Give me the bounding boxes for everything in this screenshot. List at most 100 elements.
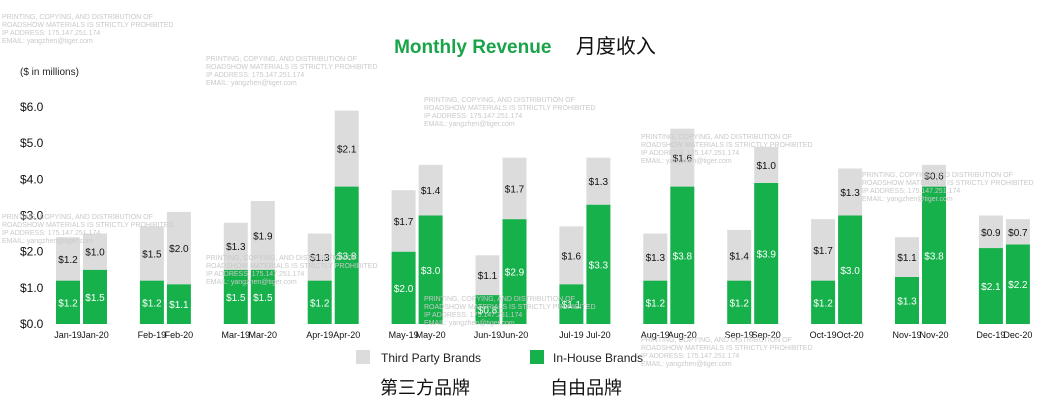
legend-label-third-party-cn: 第三方品牌: [380, 378, 470, 399]
bar-inhouse: [250, 269, 275, 324]
bar-third-party: [559, 226, 584, 285]
bar-third-party: [139, 226, 164, 281]
data-label-third-party: $1.5: [142, 249, 162, 260]
y-tick-label: $1.0: [20, 281, 44, 295]
data-label-inhouse: $3.9: [756, 249, 776, 260]
bar-third-party: [978, 215, 1003, 249]
title-row: Monthly Revenue 月度收入: [0, 30, 1050, 59]
bar-inhouse: [727, 280, 752, 324]
x-tick-label: Aug-20: [668, 330, 697, 340]
watermark-text: PRINTING, COPYING, AND DISTRIBUTION OF R…: [424, 296, 596, 327]
x-tick-label: Apr-20: [333, 330, 360, 340]
y-tick-label: $3.0: [20, 209, 44, 223]
data-label-third-party: $1.4: [729, 251, 749, 262]
x-tick-label: Feb-20: [165, 330, 194, 340]
legend-label-inhouse-cn: 自由品牌: [550, 378, 622, 399]
legend-swatch-inhouse: [530, 350, 544, 364]
watermark-text: PRINTING, COPYING, AND DISTRIBUTION OF R…: [206, 255, 378, 286]
bar-third-party: [83, 233, 107, 270]
data-label-inhouse: $3.3: [589, 260, 609, 271]
chart-title-cn: 月度收入: [575, 34, 656, 58]
data-label-inhouse: $1.2: [813, 298, 833, 309]
data-label-third-party: $1.1: [478, 271, 498, 282]
bar-inhouse: [1005, 244, 1030, 324]
data-label-third-party: $1.0: [756, 161, 776, 172]
watermark-text: PRINTING, COPYING, AND DISTRIBUTION OF R…: [424, 97, 596, 128]
bar-inhouse: [83, 269, 107, 324]
data-label-inhouse: $0.8: [478, 306, 498, 317]
y-tick-label: $0.0: [20, 317, 44, 331]
data-label-third-party: $1.7: [505, 184, 525, 195]
bar-third-party: [475, 255, 500, 296]
data-label-inhouse: $3.8: [924, 251, 944, 262]
bar-inhouse: [811, 280, 836, 324]
watermark-text: PRINTING, COPYING, AND DISTRIBUTION OF R…: [206, 56, 378, 87]
bar-third-party: [250, 201, 275, 270]
data-label-third-party: $1.2: [58, 255, 78, 266]
x-tick-label: Jun-20: [501, 330, 529, 340]
watermark-text: PRINTING, COPYING, AND DISTRIBUTION OF R…: [641, 134, 813, 165]
x-tick-label: Dec-19: [976, 330, 1005, 340]
bar-third-party: [1005, 219, 1030, 245]
bar-third-party: [307, 233, 332, 281]
bar-third-party: [727, 229, 752, 281]
bar-third-party: [334, 110, 359, 187]
data-label-third-party: $1.1: [897, 253, 917, 264]
bar-third-party: [391, 190, 416, 252]
bar-inhouse: [643, 280, 668, 324]
x-tick-label: May-19: [389, 330, 419, 340]
x-tick-label: Jul-20: [586, 330, 611, 340]
x-tick-label: Dec-20: [1003, 330, 1032, 340]
data-label-third-party: $1.6: [562, 251, 582, 262]
watermark-text: PRINTING, COPYING, AND DISTRIBUTION OF R…: [2, 14, 174, 45]
x-tick-label: Mar-19: [222, 330, 251, 340]
watermark-text: PRINTING, COPYING, AND DISTRIBUTION OF R…: [641, 337, 813, 368]
data-label-inhouse: $3.8: [673, 251, 693, 262]
bar-inhouse: [502, 219, 527, 324]
data-label-inhouse: $1.2: [142, 298, 162, 309]
y-tick-label: $4.0: [20, 172, 44, 186]
chart-title: Monthly Revenue: [394, 37, 552, 58]
data-label-inhouse: $2.2: [1008, 280, 1028, 291]
legend-label-third-party: Third Party Brands: [381, 351, 481, 365]
bar-inhouse: [475, 295, 500, 324]
data-label-third-party: $1.7: [813, 246, 833, 257]
x-tick-label: Apr-19: [306, 330, 333, 340]
x-tick-label: May-20: [416, 330, 446, 340]
data-label-third-party: $1.0: [85, 248, 105, 259]
legend-swatch-third-party: [356, 350, 370, 364]
data-label-inhouse: $2.9: [505, 268, 525, 279]
bar-inhouse: [978, 248, 1003, 324]
bar-inhouse: [166, 284, 191, 324]
bar-third-party: [223, 222, 248, 270]
data-label-inhouse: $1.1: [169, 300, 189, 311]
data-label-third-party: $0.9: [981, 228, 1001, 239]
watermark-text: PRINTING, COPYING, AND DISTRIBUTION OF R…: [862, 172, 1034, 203]
bar-third-party: [166, 211, 191, 285]
bar-inhouse: [838, 215, 863, 324]
x-tick-label: Sep-20: [752, 330, 781, 340]
data-label-third-party: $1.6: [673, 154, 693, 165]
data-label-third-party: $0.7: [1008, 228, 1028, 239]
x-tick-label: Aug-19: [641, 330, 670, 340]
x-tick-label: Oct-19: [810, 330, 837, 340]
data-label-inhouse: $1.5: [253, 293, 273, 304]
bar-third-party: [418, 164, 443, 216]
x-tick-label: Jun-19: [474, 330, 502, 340]
data-label-third-party: $2.1: [337, 145, 357, 156]
data-label-third-party: $2.0: [169, 244, 189, 255]
bar-third-party: [643, 233, 668, 281]
bar-inhouse: [334, 186, 359, 324]
bar-third-party: [670, 128, 695, 187]
data-label-inhouse: $1.3: [897, 296, 917, 307]
data-label-third-party: $0.6: [924, 172, 944, 183]
bar-inhouse: [922, 186, 946, 324]
bar-inhouse: [139, 280, 164, 324]
data-label-inhouse: $2.1: [981, 282, 1001, 293]
x-tick-label: Nov-19: [892, 330, 921, 340]
data-label-third-party: $1.3: [226, 242, 246, 253]
bar-inhouse: [418, 215, 443, 324]
bar-third-party: [502, 157, 527, 220]
data-label-third-party: $1.3: [840, 188, 860, 199]
